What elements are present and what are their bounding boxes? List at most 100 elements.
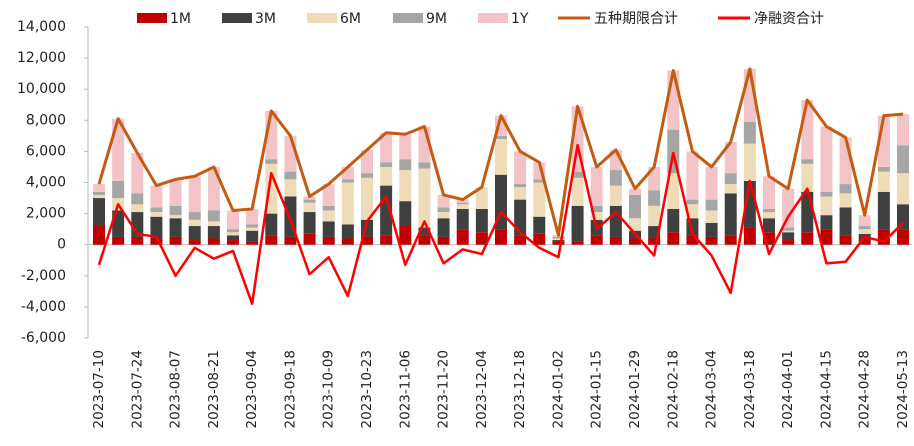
y-tick-label: 8,000: [26, 112, 66, 128]
bar-segment: [648, 190, 661, 206]
bar-segment: [380, 235, 393, 245]
bar-segment: [877, 191, 890, 230]
bar-segment: [265, 235, 278, 245]
bar-segment: [877, 171, 890, 192]
bar-segment: [552, 240, 565, 242]
x-tick-label: 2024-04-28: [857, 350, 873, 428]
bar-segment: [667, 232, 680, 245]
bar-segment: [380, 166, 393, 186]
bar-segment: [361, 236, 373, 245]
bar-segment: [322, 210, 335, 222]
bar-segment: [877, 166, 890, 172]
bar-segment: [150, 185, 163, 208]
bar-segment: [475, 208, 488, 233]
bar-segment: [131, 152, 144, 194]
bar-segment: [227, 235, 239, 241]
legend-swatch: [478, 13, 508, 23]
bar-segment: [112, 236, 125, 245]
x-tick-label: 2023-12-18: [512, 350, 528, 428]
bar-segment: [571, 171, 584, 178]
bar-segment: [609, 170, 622, 186]
bar-segment: [246, 227, 259, 231]
bar-segment: [590, 205, 603, 213]
bar-segment: [303, 212, 316, 234]
bar-segment: [763, 212, 775, 219]
bar-segment: [169, 179, 182, 206]
x-tick-label: 2024-01-02: [550, 350, 566, 428]
bar-segment: [667, 173, 680, 209]
bar-segment: [150, 216, 163, 239]
bar-segment: [399, 159, 412, 171]
bar-segment: [763, 218, 775, 233]
bar-segment: [552, 241, 565, 245]
x-tick-label: 2023-07-10: [91, 350, 107, 428]
bar-segment: [380, 185, 393, 236]
x-tick-label: 2024-01-15: [589, 350, 605, 428]
bar-segment: [303, 233, 316, 245]
bar-segment: [303, 202, 316, 213]
bar-segment: [265, 213, 278, 236]
bar-segment: [801, 232, 814, 245]
bar-segment: [533, 216, 546, 234]
x-tick-label: 2023-11-06: [397, 350, 413, 428]
bar-segment: [839, 207, 852, 236]
y-tick-label: 4,000: [26, 175, 66, 191]
bar-segment: [418, 227, 431, 236]
bar-segment: [169, 215, 182, 219]
bar-segment: [897, 204, 909, 230]
x-tick-label: 2023-12-04: [474, 350, 490, 428]
x-tick-label: 2023-11-20: [436, 350, 452, 428]
bar-segment: [475, 232, 488, 245]
bar-segment: [820, 196, 833, 216]
bar-segment: [322, 205, 335, 211]
y-tick-label: -4,000: [21, 299, 66, 315]
bar-segment: [418, 235, 431, 245]
bar-segment: [858, 238, 871, 245]
bar-segment: [303, 196, 316, 200]
bar-segment: [456, 208, 469, 230]
bar-segment: [629, 218, 641, 231]
bar-segment: [782, 240, 795, 245]
x-tick-label: 2023-08-07: [168, 350, 184, 428]
bar-segment: [724, 235, 737, 245]
bar-segment: [801, 191, 814, 233]
bar-segment: [897, 173, 909, 205]
bar-segment: [571, 205, 584, 242]
legend-swatch: [307, 13, 337, 23]
bar-segment: [897, 145, 909, 174]
bar-segment: [150, 212, 163, 217]
bar-segment: [284, 236, 297, 245]
legend-swatch: [393, 13, 423, 23]
bar-segment: [820, 126, 833, 192]
bar-segment: [839, 235, 852, 245]
bar-segment: [629, 188, 641, 195]
bar-segment: [207, 221, 220, 227]
bar-segment: [227, 229, 239, 233]
bar-segment: [648, 238, 661, 245]
bar-segment: [322, 236, 335, 245]
bar-segment: [456, 229, 469, 245]
bar-segment: [667, 208, 680, 233]
bar-segment: [341, 238, 354, 245]
bar-segment: [533, 233, 546, 245]
bar-segment: [514, 184, 527, 188]
y-tick-label: 14,000: [17, 19, 66, 35]
legend-swatch: [137, 13, 167, 23]
bar-segment: [361, 177, 373, 220]
bar-segment: [820, 229, 833, 245]
bar-segment: [743, 143, 756, 181]
bar-segment: [782, 227, 795, 231]
bar-segment: [399, 201, 412, 227]
bar-segment: [246, 230, 259, 242]
bar-segment: [150, 207, 163, 213]
legend-label: 3M: [255, 11, 276, 27]
bar-segment: [169, 205, 182, 216]
bar-segment: [533, 182, 546, 217]
bar-segment: [801, 163, 814, 192]
bar-segment: [227, 210, 239, 230]
x-tick-label: 2024-03-18: [742, 350, 758, 428]
x-tick-label: 2024-05-13: [895, 350, 911, 428]
legend-label: 9M: [426, 11, 447, 27]
bar-segment: [150, 238, 163, 245]
bar-segment: [418, 168, 431, 228]
